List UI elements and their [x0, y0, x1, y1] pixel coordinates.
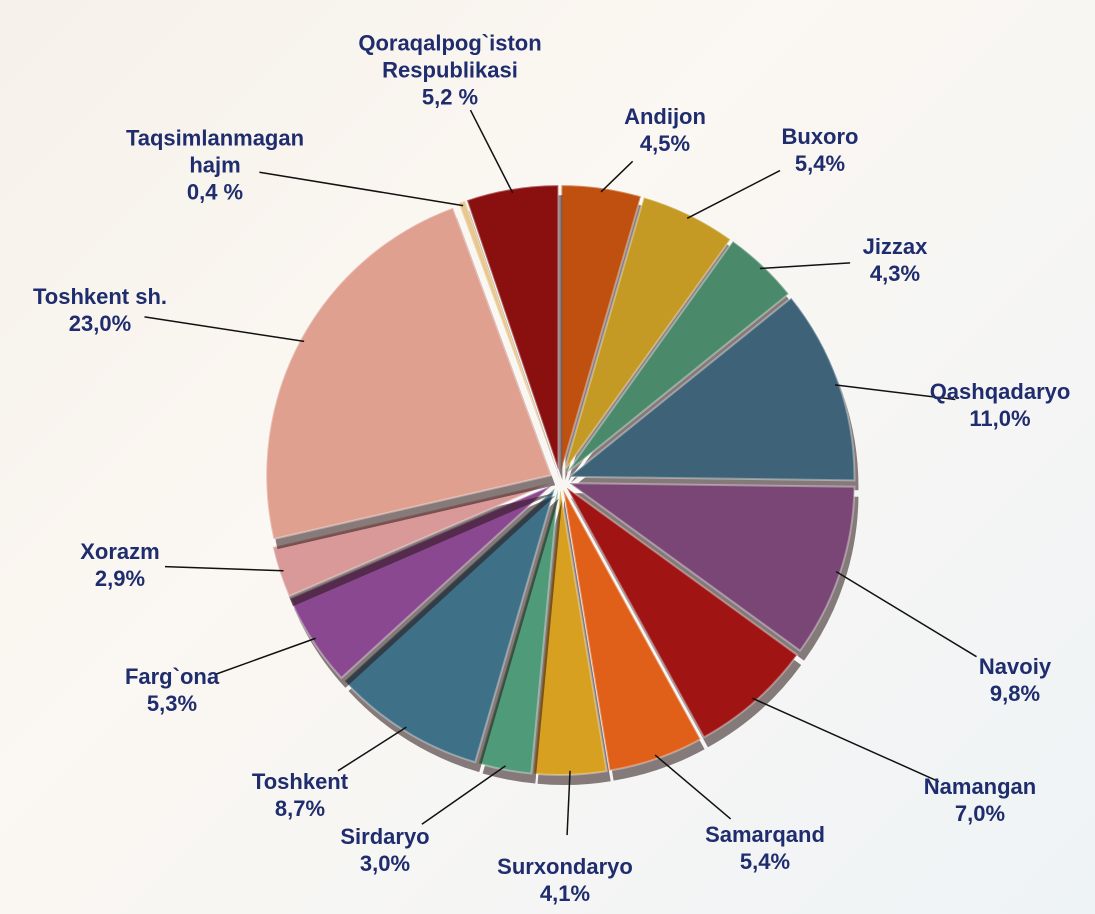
- data-label: Jizzax 4,3%: [863, 233, 928, 287]
- slice: [271, 482, 551, 598]
- category-label: Qashqadaryo: [929, 379, 1071, 404]
- value-label: 5,4%: [739, 849, 791, 874]
- data-label: Farg`ona 5,3%: [125, 663, 219, 717]
- value-label: 4,1%: [539, 881, 591, 906]
- slice: [562, 488, 702, 772]
- slice: [565, 486, 799, 739]
- data-label: Qoraqalpog`iston Respublikasi 5,2 %: [350, 30, 550, 111]
- leader-line: [752, 697, 940, 783]
- value-label: 5,3%: [146, 691, 198, 716]
- value-label: 2,9%: [94, 566, 146, 591]
- leader-line: [144, 316, 305, 343]
- category-label: Xorazm: [80, 539, 160, 564]
- slice: [265, 206, 553, 541]
- data-label: Qashqadaryo 11,0%: [930, 378, 1071, 432]
- data-label: Surxondaryo 4,1%: [497, 853, 633, 907]
- category-label: Toshkent: [251, 769, 349, 794]
- value-label: 11,0%: [969, 406, 1031, 431]
- data-label: Taqsimlanmagan hajm 0,4 %: [115, 125, 315, 206]
- category-label: Buxoro: [781, 124, 859, 149]
- data-label: Toshkent 8,7%: [252, 768, 348, 822]
- value-label: 5,2 %: [421, 84, 479, 110]
- leader-line: [164, 565, 284, 572]
- leader-line: [259, 171, 464, 207]
- category-label: Navoiy: [978, 654, 1052, 679]
- leader-line: [421, 765, 506, 825]
- value-label: 7,0%: [954, 801, 1006, 826]
- value-label: 8,7%: [274, 796, 326, 821]
- value-label: 9,8%: [989, 681, 1041, 706]
- category-label: Farg`ona: [124, 664, 220, 689]
- category-label: Toshkent sh.: [32, 284, 168, 309]
- leader-line: [686, 169, 781, 219]
- category-label: Jizzax: [862, 234, 928, 259]
- data-label: Andijon 4,5%: [624, 103, 706, 157]
- leader-line: [759, 262, 851, 270]
- value-label: 23,0%: [68, 311, 132, 336]
- value-label: 4,5%: [639, 131, 691, 156]
- leader-line: [337, 726, 407, 772]
- data-label: Toshkent sh. 23,0%: [33, 283, 167, 337]
- category-label: Andijon: [624, 104, 706, 129]
- slice: [465, 184, 560, 471]
- leader-line: [835, 571, 977, 658]
- category-label: Namangan: [923, 774, 1037, 799]
- leader-line: [469, 109, 514, 194]
- leader-line: [600, 160, 634, 193]
- slice: [343, 485, 557, 764]
- category-label: Qoraqalpog`iston Respublikasi: [358, 30, 542, 83]
- slice: [566, 296, 856, 482]
- slice: [457, 199, 558, 471]
- leader-line: [654, 754, 732, 820]
- category-label: Sirdaryo: [340, 824, 430, 849]
- leader-line: [566, 770, 571, 836]
- category-label: Taqsimlanmagan hajm: [125, 125, 305, 178]
- value-label: 4,3%: [869, 261, 921, 286]
- slice: [566, 482, 856, 653]
- leader-line: [834, 384, 956, 401]
- slice: [566, 239, 791, 474]
- category-label: Samarqand: [705, 822, 825, 847]
- slice-shadow: [276, 493, 555, 607]
- data-label: Xorazm 2,9%: [80, 538, 159, 592]
- data-label: Sirdaryo 3,0%: [340, 823, 429, 877]
- data-label: Navoiy 9,8%: [979, 653, 1051, 707]
- slice: [560, 184, 643, 471]
- data-label: Buxoro 5,4%: [782, 123, 859, 177]
- data-label: Samarqand 5,4%: [705, 821, 825, 875]
- data-label: Namangan 7,0%: [924, 773, 1036, 827]
- value-label: 0,4 %: [186, 179, 244, 205]
- value-label: 5,4%: [794, 151, 846, 176]
- leader-line: [214, 637, 317, 676]
- value-label: 3,0%: [359, 851, 411, 876]
- slice: [563, 196, 732, 472]
- category-label: Surxondaryo: [497, 854, 633, 879]
